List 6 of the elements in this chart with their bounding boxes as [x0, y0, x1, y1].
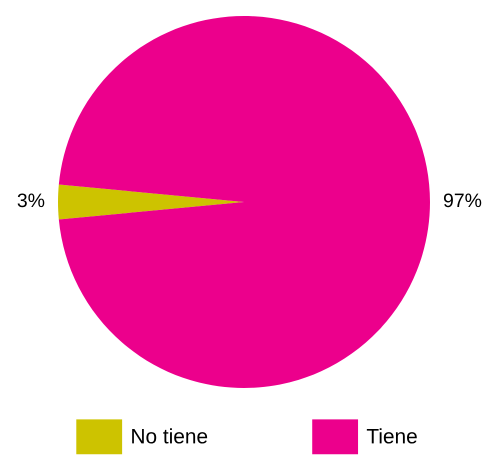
legend-label: Tiene [366, 428, 417, 444]
data-label: 3% [18, 193, 44, 208]
pie-slice [58, 16, 430, 388]
pie-slice [58, 184, 244, 220]
data-label: 97% [444, 193, 482, 208]
legend-label: No tiene [132, 428, 208, 444]
